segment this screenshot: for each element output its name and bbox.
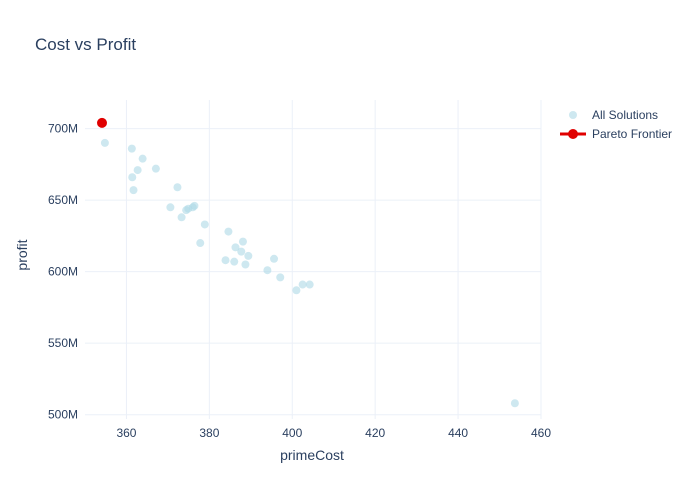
solution-point [241, 260, 250, 269]
x-tick-label: 380 [199, 426, 219, 440]
plot-points [96, 117, 519, 408]
x-tick-label: 420 [365, 426, 385, 440]
solution-point [224, 227, 233, 236]
solution-point [238, 237, 247, 246]
solution-point [133, 166, 142, 175]
legend-label: All Solutions [592, 108, 658, 122]
solution-point [128, 173, 137, 182]
solution-point [237, 247, 246, 256]
x-axis-ticks: 360 380 400 420 440 460 [116, 426, 551, 440]
solution-point [196, 239, 205, 248]
solution-point [244, 251, 253, 260]
y-tick-label: 650M [48, 193, 78, 207]
solution-point [510, 399, 519, 408]
legend-marker-swatch [569, 111, 577, 119]
grid [85, 100, 542, 419]
solution-point [263, 266, 272, 275]
solution-point [298, 280, 307, 289]
chart-title: Cost vs Profit [35, 35, 136, 54]
solution-point [182, 206, 191, 215]
y-axis-label: profit [14, 239, 30, 270]
y-axis-ticks: 500M 550M 600M 650M 700M [48, 122, 78, 422]
solution-point [276, 273, 285, 282]
solution-point [305, 280, 314, 289]
solution-point [127, 144, 136, 153]
x-tick-label: 440 [448, 426, 468, 440]
y-tick-label: 500M [48, 408, 78, 422]
solution-point [151, 164, 160, 173]
solution-point [129, 186, 138, 195]
solution-point [166, 203, 175, 212]
solution-point [292, 286, 301, 295]
solution-point [173, 183, 182, 192]
legend[interactable]: All Solutions Pareto Frontier [560, 108, 672, 141]
y-tick-label: 550M [48, 336, 78, 350]
legend-marker-swatch [568, 129, 578, 139]
pareto-point [96, 117, 107, 128]
x-tick-label: 460 [531, 426, 551, 440]
x-tick-label: 400 [282, 426, 302, 440]
x-axis-label: primeCost [280, 447, 344, 463]
solution-point [231, 243, 240, 252]
y-tick-label: 600M [48, 265, 78, 279]
solution-point [200, 220, 209, 229]
solution-point [221, 256, 230, 265]
y-tick-label: 700M [48, 122, 78, 136]
x-tick-label: 360 [116, 426, 136, 440]
solution-point [230, 257, 239, 266]
legend-item[interactable]: All Solutions [569, 108, 658, 122]
solution-point [138, 154, 147, 163]
legend-label: Pareto Frontier [592, 127, 672, 141]
solution-point [270, 254, 279, 263]
solution-point [100, 138, 109, 147]
legend-item[interactable]: Pareto Frontier [560, 127, 672, 141]
solution-point [177, 213, 186, 222]
